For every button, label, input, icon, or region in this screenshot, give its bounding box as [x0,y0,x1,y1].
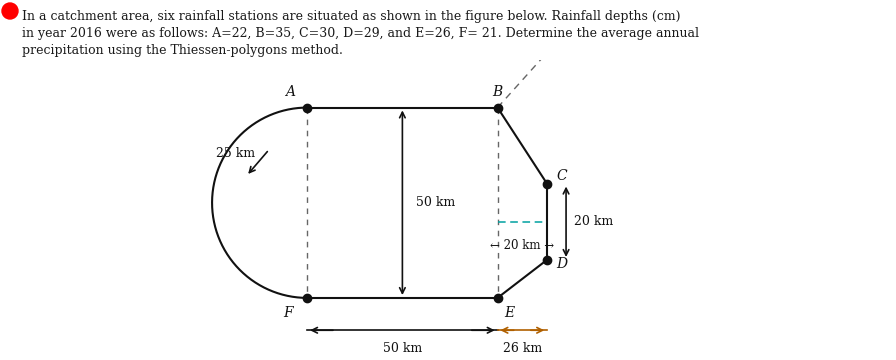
Text: 20 km: 20 km [573,215,613,228]
Text: C: C [557,169,567,183]
Text: F: F [283,306,293,320]
Text: B: B [493,85,503,99]
Text: in year 2016 were as follows: A=22, B=35, C=30, D=29, and E=26, F= 21. Determine: in year 2016 were as follows: A=22, B=35… [22,27,699,40]
Text: 50 km: 50 km [383,342,422,355]
Text: 26 km: 26 km [503,342,542,355]
Text: A: A [285,85,295,99]
Text: In a catchment area, six rainfall stations are situated as shown in the figure b: In a catchment area, six rainfall statio… [22,10,680,23]
Text: E: E [504,306,514,320]
Text: 50 km: 50 km [416,196,455,209]
Text: precipitation using the Thiessen-polygons method.: precipitation using the Thiessen-polygon… [22,44,343,57]
Text: D: D [556,257,568,271]
Text: ← 20 km →: ← 20 km → [490,239,555,252]
Circle shape [2,3,18,19]
Text: 25 km: 25 km [216,147,255,160]
